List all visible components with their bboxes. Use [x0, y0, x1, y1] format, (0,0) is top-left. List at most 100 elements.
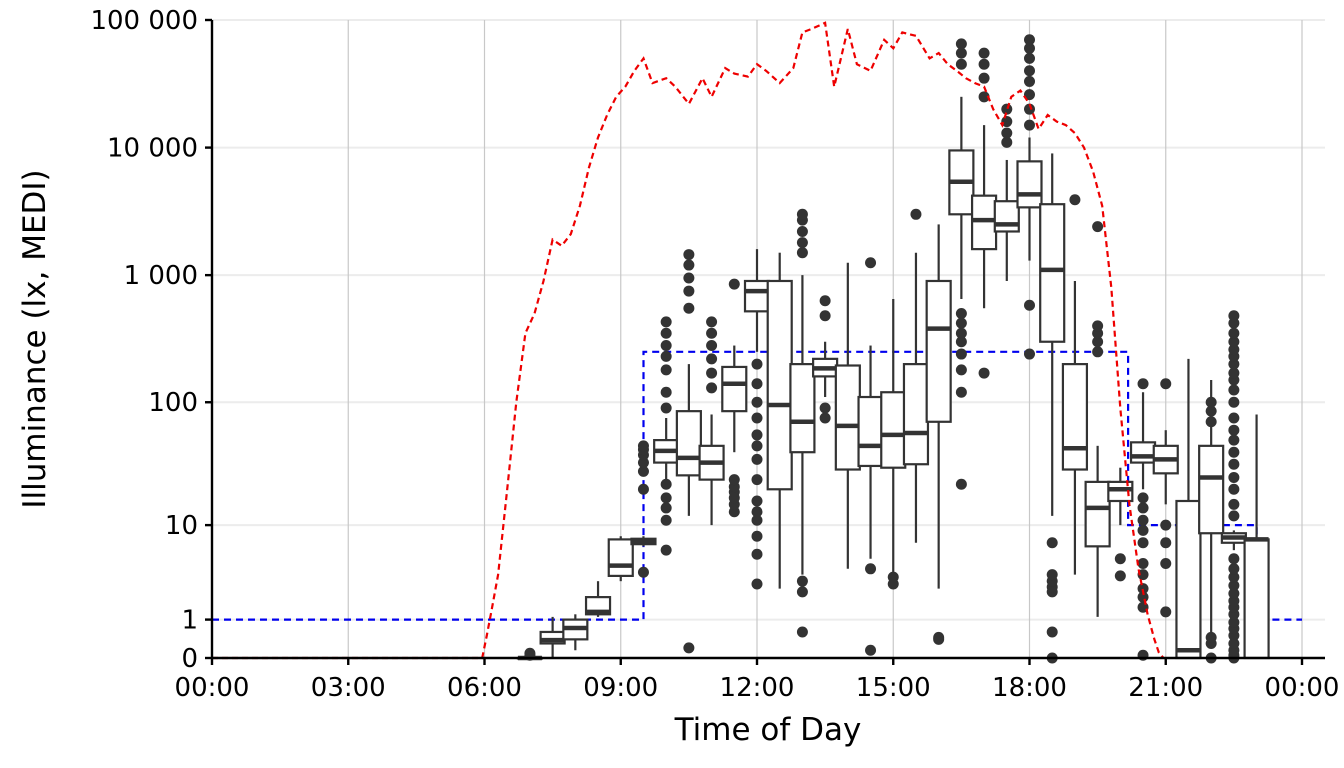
- boxplot: [721, 278, 748, 518]
- outlier-point: [796, 247, 808, 259]
- outlier-point: [660, 502, 672, 514]
- outlier-point: [1092, 336, 1104, 348]
- boxplot: [1220, 310, 1247, 664]
- boxplot: [902, 208, 930, 543]
- outlier-point: [1024, 103, 1035, 115]
- outlier-point: [1160, 606, 1172, 618]
- outlier-point: [865, 257, 877, 269]
- x-tick-label: 09:00: [583, 673, 658, 703]
- outlier-point: [660, 514, 672, 526]
- box: [1198, 444, 1225, 535]
- outlier-point: [637, 440, 649, 452]
- outlier-point: [1160, 558, 1172, 570]
- outlier-point: [1137, 558, 1149, 570]
- outlier-point: [887, 571, 899, 583]
- y-tick-label: 1: [181, 606, 198, 636]
- box: [1039, 203, 1066, 343]
- outlier-point: [1092, 346, 1104, 358]
- outlier-point: [1228, 344, 1240, 356]
- outlier-point: [1160, 537, 1172, 549]
- outlier-point: [1228, 510, 1240, 522]
- outlier-point: [1001, 103, 1013, 115]
- outlier-point: [1228, 336, 1240, 348]
- boxplot: [1129, 378, 1157, 661]
- y-tick-label: 1 000: [124, 261, 198, 291]
- outlier-point: [706, 316, 718, 328]
- outlier-point: [637, 465, 649, 477]
- boxplot: [698, 316, 725, 526]
- outlier-point: [660, 316, 672, 328]
- daylight-line: [212, 21, 1165, 660]
- box: [857, 395, 884, 468]
- outlier-point: [819, 402, 831, 414]
- outlier-point: [1228, 498, 1240, 510]
- outlier-point: [1160, 519, 1172, 531]
- boxplot: [584, 581, 612, 617]
- outlier-point: [683, 249, 695, 261]
- outlier-point: [1137, 514, 1149, 526]
- outlier-point: [751, 530, 763, 542]
- outlier-point: [1137, 569, 1149, 581]
- axes: 0 1 10 100 1 000 10 000 100 000 00:00 03:00 06:00…: [90, 6, 1339, 703]
- box: [970, 194, 998, 251]
- outlier-point: [955, 327, 967, 339]
- x-tick-label: 15:00: [856, 673, 931, 703]
- outlier-point: [683, 259, 695, 271]
- box: [607, 538, 634, 577]
- outlier-point: [1228, 571, 1240, 583]
- outlier-point: [865, 563, 877, 575]
- outlier-point: [955, 38, 967, 50]
- outlier-point: [706, 353, 718, 365]
- outlier-point: [1046, 537, 1058, 549]
- box: [1016, 160, 1043, 209]
- outlier-point: [1137, 378, 1149, 390]
- outlier-point: [751, 506, 763, 518]
- outlier-point: [865, 644, 877, 656]
- outlier-point: [955, 58, 967, 70]
- boxplot: [1198, 379, 1225, 664]
- outlier-point: [1228, 327, 1240, 339]
- outlier-point: [660, 327, 672, 339]
- outlier-point: [1205, 405, 1217, 417]
- boxplot: [880, 298, 907, 590]
- outlier-point: [1228, 424, 1240, 436]
- y-tick-label: 10: [165, 511, 198, 541]
- boxplot: [1107, 467, 1134, 582]
- outlier-point: [1046, 626, 1058, 638]
- y-tick-label: 100: [148, 388, 198, 418]
- outlier-point: [955, 47, 967, 59]
- outlier-point: [1228, 637, 1240, 649]
- box: [1129, 441, 1157, 464]
- outlier-point: [1205, 416, 1217, 428]
- outlier-point: [978, 367, 990, 379]
- outlier-point: [1228, 588, 1240, 600]
- boxplot: [743, 249, 771, 590]
- outlier-point: [1205, 631, 1217, 643]
- x-tick-label: 12:00: [720, 673, 795, 703]
- outlier-point: [1001, 136, 1013, 148]
- outlier-point: [1228, 446, 1240, 458]
- outlier-point: [1024, 89, 1035, 101]
- outlier-point: [751, 396, 763, 408]
- outlier-point: [1137, 583, 1149, 595]
- outlier-point: [819, 412, 831, 424]
- outlier-point: [683, 285, 695, 297]
- outlier-point: [728, 278, 740, 290]
- outlier-point: [751, 514, 763, 526]
- outlier-point: [1228, 553, 1240, 565]
- y-tick-label: 100 000: [90, 6, 198, 36]
- boxplot: [993, 103, 1020, 281]
- outlier-point: [1228, 483, 1240, 495]
- outlier-point: [1228, 579, 1240, 591]
- outlier-point: [706, 327, 718, 339]
- outlier-point: [1160, 378, 1172, 390]
- outlier-point: [1228, 458, 1240, 470]
- box: [834, 364, 861, 471]
- boxplot: [539, 616, 566, 658]
- outlier-point: [1228, 358, 1240, 370]
- outlier-point: [706, 367, 718, 379]
- daylight-line-layer: [212, 21, 1165, 660]
- x-tick-label: 18:00: [992, 673, 1067, 703]
- outlier-point: [1137, 537, 1149, 549]
- outlier-point: [1046, 569, 1058, 581]
